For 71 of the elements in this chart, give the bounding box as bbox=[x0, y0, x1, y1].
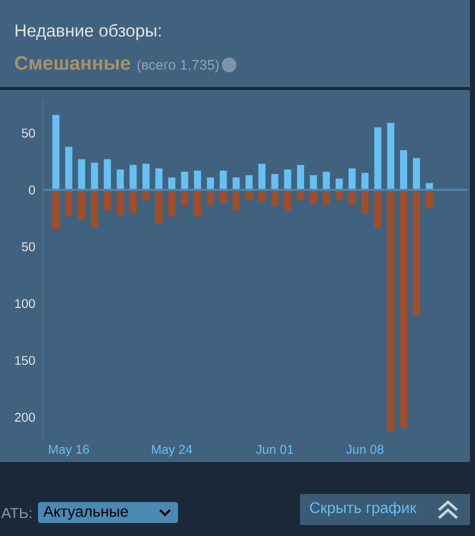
bar bbox=[348, 168, 356, 190]
bar bbox=[297, 164, 304, 190]
text: Актуальные bbox=[43, 506, 128, 520]
y-tick-label: 0 bbox=[28, 185, 35, 194]
bar bbox=[310, 175, 317, 190]
bar bbox=[374, 190, 382, 228]
bar bbox=[206, 177, 214, 190]
bar bbox=[271, 174, 278, 190]
y-tick-label: 100 bbox=[15, 299, 35, 308]
bar bbox=[155, 190, 162, 224]
bar bbox=[116, 190, 124, 216]
bar bbox=[168, 177, 176, 190]
x-tick-label: Jun 08 bbox=[346, 444, 384, 454]
bar bbox=[387, 190, 394, 432]
bar bbox=[310, 190, 317, 204]
bar bbox=[361, 172, 368, 190]
y-tick-label: 150 bbox=[15, 356, 35, 365]
bar bbox=[361, 190, 368, 214]
chart-subtitle: Смешанные bbox=[15, 56, 130, 70]
bar bbox=[65, 146, 72, 190]
bar bbox=[400, 190, 408, 428]
bar bbox=[220, 190, 227, 202]
bar bbox=[90, 190, 98, 228]
y-tick-label: 200 bbox=[14, 412, 35, 422]
bar bbox=[181, 190, 188, 206]
bar bbox=[322, 172, 330, 190]
bar bbox=[142, 164, 150, 190]
y-tick-label: 50 bbox=[22, 128, 35, 138]
bar bbox=[258, 164, 266, 190]
bar bbox=[155, 168, 162, 190]
bar bbox=[206, 190, 214, 205]
bar bbox=[90, 162, 98, 190]
bar bbox=[78, 159, 86, 190]
bar bbox=[374, 127, 382, 190]
bar bbox=[387, 122, 394, 190]
bar bbox=[258, 190, 266, 202]
bar bbox=[52, 190, 60, 230]
bar bbox=[194, 170, 202, 190]
chart-title: Недавние обзоры: bbox=[16, 24, 161, 40]
text: (всего 1,735) bbox=[137, 60, 219, 73]
bar bbox=[412, 190, 420, 315]
bar bbox=[426, 190, 433, 208]
bar bbox=[284, 190, 292, 210]
bar bbox=[168, 190, 176, 216]
bar bbox=[322, 190, 330, 205]
bar bbox=[52, 114, 60, 190]
bar bbox=[104, 159, 111, 190]
text: АТЬ: bbox=[1, 508, 32, 518]
bar bbox=[412, 158, 420, 190]
bar bbox=[116, 169, 124, 190]
bar bbox=[400, 150, 408, 190]
bar bbox=[348, 190, 356, 205]
bar bbox=[284, 169, 292, 190]
bar bbox=[220, 170, 227, 190]
bar bbox=[232, 190, 240, 210]
bar bbox=[130, 164, 137, 190]
bar bbox=[181, 172, 188, 190]
bar bbox=[271, 190, 278, 206]
bar bbox=[336, 178, 343, 190]
bar bbox=[78, 190, 86, 220]
x-tick-label: Jun 01 bbox=[256, 444, 294, 454]
bar bbox=[65, 190, 72, 216]
y-tick-label: 50 bbox=[22, 242, 35, 252]
x-tick-label: May 16 bbox=[49, 444, 89, 456]
text: Скрыть график bbox=[310, 502, 416, 516]
bar bbox=[130, 190, 137, 213]
bar bbox=[104, 190, 111, 210]
bar bbox=[246, 175, 253, 190]
bar bbox=[232, 177, 240, 190]
x-tick-label: May 24 bbox=[152, 444, 192, 456]
bar bbox=[194, 190, 202, 216]
